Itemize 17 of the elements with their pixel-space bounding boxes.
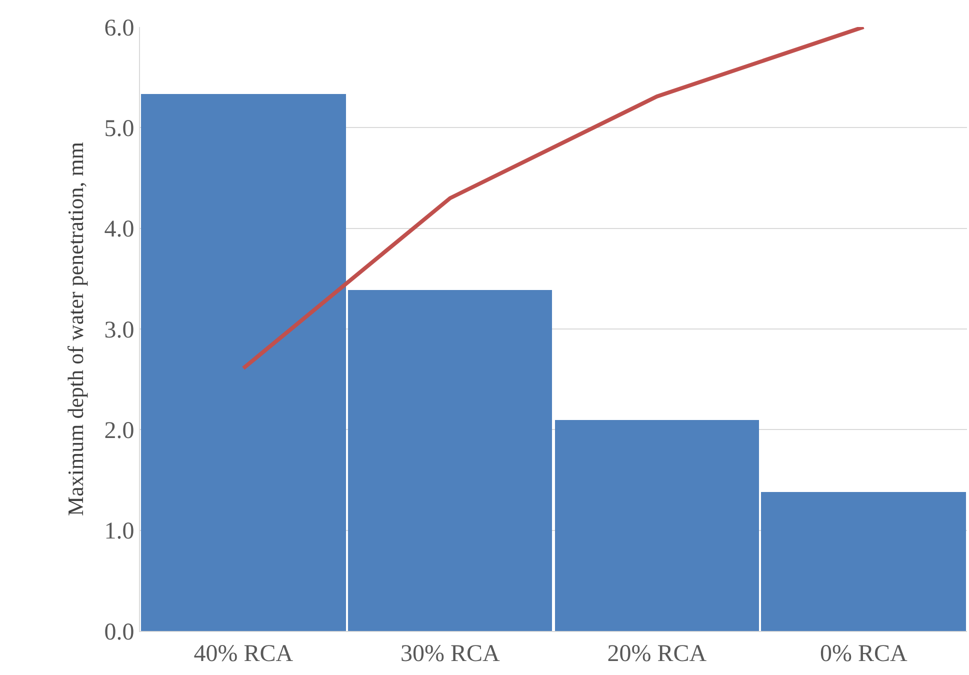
x-tick-label: 0% RCA	[820, 640, 908, 667]
bar	[761, 492, 966, 631]
y-tick-label: 0.0	[104, 619, 134, 646]
y-tick-label: 1.0	[104, 518, 134, 545]
bar	[555, 420, 759, 631]
y-tick-label: 6.0	[104, 15, 134, 42]
line-series	[241, 27, 866, 370]
y-tick-label: 2.0	[104, 418, 134, 444]
bar	[348, 290, 552, 631]
y-axis-title: Maximum depth of water penetration, mm	[63, 142, 88, 516]
y-tick-label: 5.0	[104, 116, 134, 142]
x-tick-label: 30% RCA	[400, 640, 500, 667]
x-tick-label: 40% RCA	[194, 640, 294, 667]
y-tick-label: 3.0	[104, 317, 134, 344]
y-tick-label: 4.0	[104, 216, 134, 243]
bar	[141, 94, 346, 631]
x-tick-label: 20% RCA	[607, 640, 708, 667]
